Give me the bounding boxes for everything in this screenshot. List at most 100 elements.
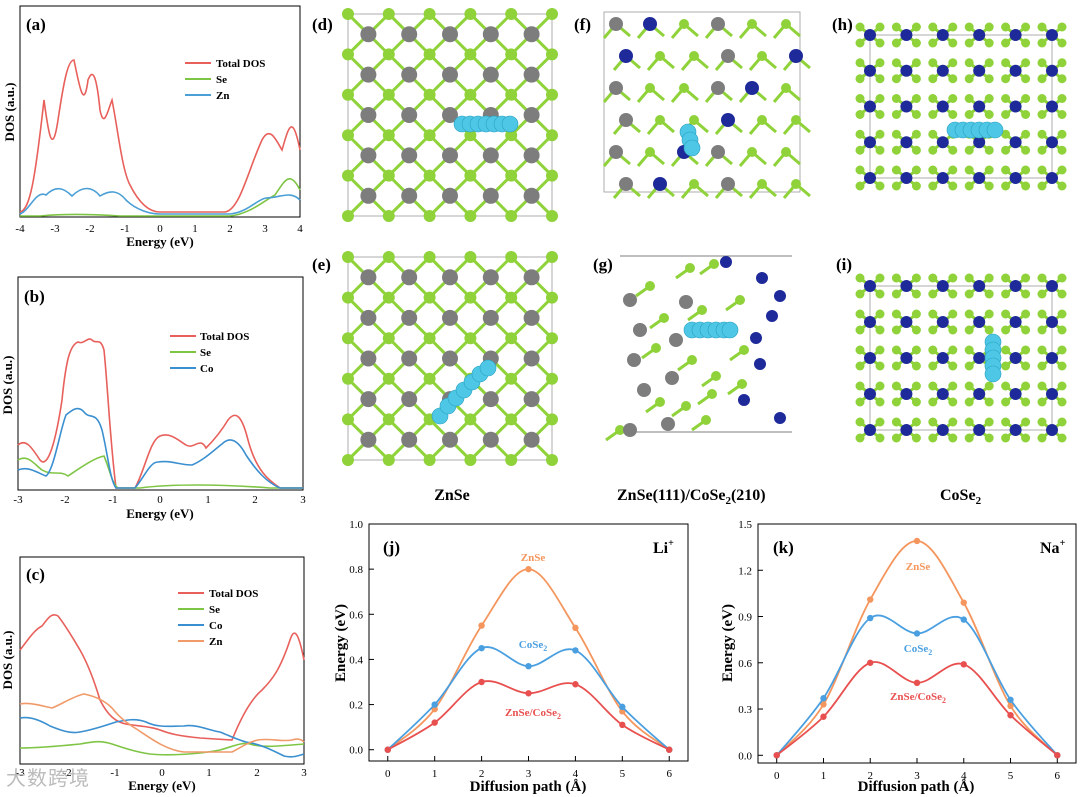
se-atom: [1037, 181, 1047, 191]
c-xtick: 0: [159, 767, 165, 779]
co-atom: [864, 136, 876, 149]
se-atom: [342, 169, 354, 182]
co-atom: [750, 332, 762, 344]
se-atom: [342, 8, 354, 20]
se-atom: [1001, 273, 1011, 283]
atom: [689, 51, 699, 61]
se-atom: [855, 289, 865, 299]
se-atom: [891, 181, 901, 191]
se-atom: [1001, 397, 1011, 407]
dos-a-total: [19, 59, 301, 213]
se-atom: [1001, 325, 1011, 335]
zn-atom: [665, 371, 679, 385]
se-atom: [1001, 22, 1011, 32]
se-atom: [855, 361, 865, 371]
se-atom: [891, 361, 901, 371]
metal-atom: [523, 350, 540, 367]
legend-c-total: Total DOS: [209, 588, 258, 600]
chart-k-label-cose2-sub: 2: [928, 648, 932, 657]
metal-atom: [401, 147, 418, 164]
metal-atom: [523, 187, 540, 204]
data-point-ZnSe/CoSe2: [572, 681, 579, 688]
se-atom: [1057, 74, 1067, 84]
b-xtick: -3: [13, 494, 23, 506]
hetero-lattice-top: [602, 11, 811, 199]
metal-atom: [401, 269, 418, 286]
atom: [781, 83, 791, 93]
se-atom: [1057, 325, 1067, 335]
se-atom: [948, 38, 958, 48]
se-atom: [855, 397, 865, 407]
panel-c-frame: [19, 556, 305, 765]
se-atom: [928, 381, 938, 391]
se-atom: [505, 372, 518, 385]
se-atom: [984, 273, 994, 283]
atom: [745, 81, 759, 95]
panel-c: (c) Total DOS Se Co Zn -3 -2 -1 0 1 2 3 …: [0, 556, 307, 793]
data-point-ZnSe: [525, 565, 532, 573]
se-atom: [875, 273, 885, 283]
se-atom: [964, 94, 974, 103]
se-atom: [911, 181, 921, 191]
x-tick-label: 6: [1055, 770, 1061, 782]
se-atom: [928, 74, 938, 84]
se-atom: [1057, 110, 1067, 119]
atom: [789, 49, 803, 63]
se-atom: [1037, 381, 1047, 391]
legend-c-se: Se: [209, 604, 220, 616]
se-atom: [855, 381, 865, 391]
se-atom: [1057, 345, 1067, 355]
se-atom: [928, 58, 938, 68]
x-tick-label: 1: [821, 770, 827, 782]
se-atom: [855, 417, 865, 427]
se-atom: [1037, 433, 1047, 443]
se-atom: [464, 413, 477, 426]
se-atom: [964, 165, 974, 175]
se-atom: [1021, 433, 1031, 443]
a-xtick: -3: [50, 223, 60, 235]
atom: [609, 145, 623, 159]
crystal-structures: [342, 8, 1067, 466]
x-tick-label: 2: [867, 770, 873, 782]
se-atom: [382, 8, 395, 20]
panel-g-label: (g): [593, 255, 613, 274]
se-atom: [1001, 58, 1011, 68]
se-atom: [875, 110, 885, 119]
co-atom: [900, 352, 913, 364]
metal-atom: [523, 26, 540, 43]
se-atom: [1057, 165, 1067, 175]
se-atom: [1001, 145, 1011, 155]
se-atom: [891, 345, 901, 355]
chart-k-xlabel: Diffusion path (Å): [858, 779, 975, 795]
se-atom: [875, 165, 885, 175]
se-atom: [1057, 22, 1067, 32]
se-atom: [855, 110, 865, 119]
data-point-ZnSe/CoSe2: [773, 752, 780, 759]
chart-j-label-het-sub: 2: [557, 712, 561, 721]
co-atom: [973, 29, 986, 41]
se-atom: [1021, 58, 1031, 68]
se-atom: [875, 74, 885, 84]
se-atom: [546, 454, 558, 466]
se-atom: [1037, 129, 1047, 139]
se-atom: [1021, 22, 1031, 32]
x-tick-label: 6: [666, 768, 672, 780]
b-xtick: -1: [108, 494, 117, 506]
se-atom: [464, 88, 477, 101]
se-atom: [1037, 22, 1047, 32]
a-xtick: 1: [192, 223, 198, 235]
atom: [757, 179, 767, 189]
se-atom: [911, 74, 921, 84]
se-atom: [964, 145, 974, 155]
atom: [711, 17, 725, 31]
se-atom: [1037, 110, 1047, 119]
zn-atom: [637, 383, 651, 397]
se-atom: [546, 48, 558, 61]
se-atom: [875, 289, 885, 299]
x-tick-label: 1: [432, 768, 438, 780]
dos-b-total: [17, 338, 303, 489]
se-atom: [911, 361, 921, 371]
data-point-ZnSe: [572, 624, 579, 632]
se-atom: [911, 273, 921, 283]
atom: [747, 19, 757, 29]
